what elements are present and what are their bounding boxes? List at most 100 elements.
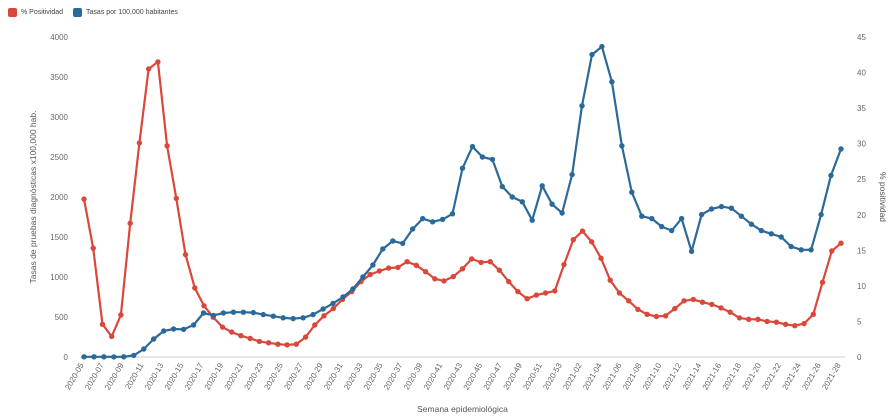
data-point-positividad [746,316,752,322]
legend-swatch-positividad [8,8,17,17]
data-point-tasas [270,313,276,319]
data-point-positividad [524,296,530,302]
data-point-positividad [819,279,826,285]
data-point-tasas [111,354,117,360]
y2-tick-label: 0 [857,353,862,362]
data-point-tasas [708,206,715,212]
data-point-positividad [672,305,678,312]
data-point-tasas [360,274,366,280]
data-point-tasas [101,354,107,360]
data-point-positividad [616,290,623,296]
data-point-tasas [300,315,306,321]
data-point-positividad [736,315,743,321]
data-point-positividad [395,264,401,271]
data-point-tasas [768,231,774,237]
data-point-tasas [161,328,167,334]
data-point-tasas [499,183,505,190]
data-point-positividad [690,296,696,303]
data-point-tasas [420,215,426,222]
data-point-positividad [570,237,576,243]
y-tick-label: 1000 [50,273,68,282]
data-point-tasas [828,172,834,179]
data-point-positividad [515,288,521,295]
y2-tick-label: 5 [857,317,862,326]
data-point-positividad [247,335,253,342]
data-point-positividad [801,320,807,327]
data-point-tasas [429,219,436,225]
data-point-tasas [260,311,266,318]
data-point-positividad [81,196,87,202]
data-point-positividad [755,316,761,322]
data-point-tasas [808,247,814,253]
data-point-tasas [310,311,316,318]
data-point-positividad [312,322,318,328]
data-point-positividad [164,143,170,149]
data-point-positividad [764,318,770,325]
data-point-tasas [230,309,237,315]
data-point-tasas [529,217,535,223]
data-point-positividad [635,306,641,313]
data-point-positividad [182,251,189,258]
data-point-positividad [145,66,152,72]
legend-item-tasas[interactable]: Tasas por 100,000 habitantes [73,8,178,17]
data-point-tasas [240,309,247,315]
data-point-tasas [698,211,705,218]
y2-tick-label: 40 [857,69,866,78]
data-point-positividad [118,312,124,318]
data-point-tasas [688,248,695,255]
data-point-tasas [589,51,595,58]
y-tick-label: 0 [64,353,69,362]
data-point-tasas [788,243,794,250]
data-point-positividad [155,59,161,65]
data-point-positividad [109,333,115,340]
data-point-tasas [619,143,625,149]
data-point-positividad [589,239,595,245]
data-point-tasas [738,213,745,219]
data-point-tasas [569,171,575,178]
data-point-positividad [275,341,281,347]
data-point-tasas [728,205,735,211]
data-point-positividad [192,285,198,291]
data-point-positividad [496,267,503,273]
data-point-tasas [718,203,725,210]
data-point-positividad [302,334,309,340]
y2-tick-label: 15 [857,246,866,255]
data-point-positividad [792,323,798,329]
legend-label-tasas: Tasas por 100,000 habitantes [86,9,178,16]
data-point-positividad [265,340,272,346]
data-point-tasas [91,354,97,360]
data-point-tasas [579,103,585,109]
data-point-positividad [644,311,650,317]
x-tick-label: 2021-28 [820,361,843,391]
data-point-tasas [678,215,685,222]
data-point-tasas [250,309,256,316]
y2-tick-label: 35 [857,104,866,113]
data-point-tasas [479,154,486,160]
data-point-tasas [439,216,446,223]
data-point-tasas [370,262,376,268]
data-point-tasas [549,201,555,207]
data-point-tasas [489,156,496,163]
data-point-positividad [829,248,835,254]
data-point-positividad [506,278,512,285]
data-point-tasas [410,226,416,232]
legend-item-positividad[interactable]: % Positividad [8,8,63,17]
data-point-tasas [469,143,476,150]
data-point-tasas [340,294,346,300]
data-point-tasas [81,354,87,360]
data-point-positividad [662,313,669,319]
data-point-tasas [320,306,326,312]
data-point-positividad [441,278,447,284]
data-point-positividad [782,321,789,327]
data-point-tasas [649,215,655,222]
y2-tick-label: 10 [857,282,866,291]
data-point-positividad [99,321,106,327]
y2-tick-label: 25 [857,175,866,184]
data-point-positividad [90,245,96,251]
data-point-tasas [151,336,157,342]
data-point-positividad [469,256,475,262]
data-point-positividad [293,341,299,347]
data-point-positividad [219,324,226,330]
data-point-positividad [321,313,327,319]
